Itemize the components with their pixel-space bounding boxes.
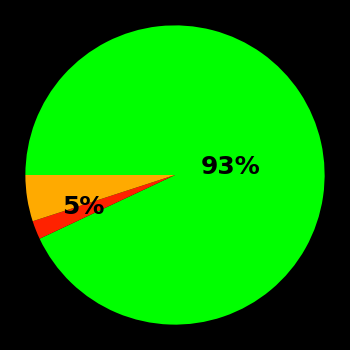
Wedge shape	[33, 175, 175, 239]
Wedge shape	[25, 175, 175, 221]
Wedge shape	[25, 26, 324, 325]
Text: 5%: 5%	[62, 195, 105, 218]
Text: 93%: 93%	[200, 155, 260, 179]
